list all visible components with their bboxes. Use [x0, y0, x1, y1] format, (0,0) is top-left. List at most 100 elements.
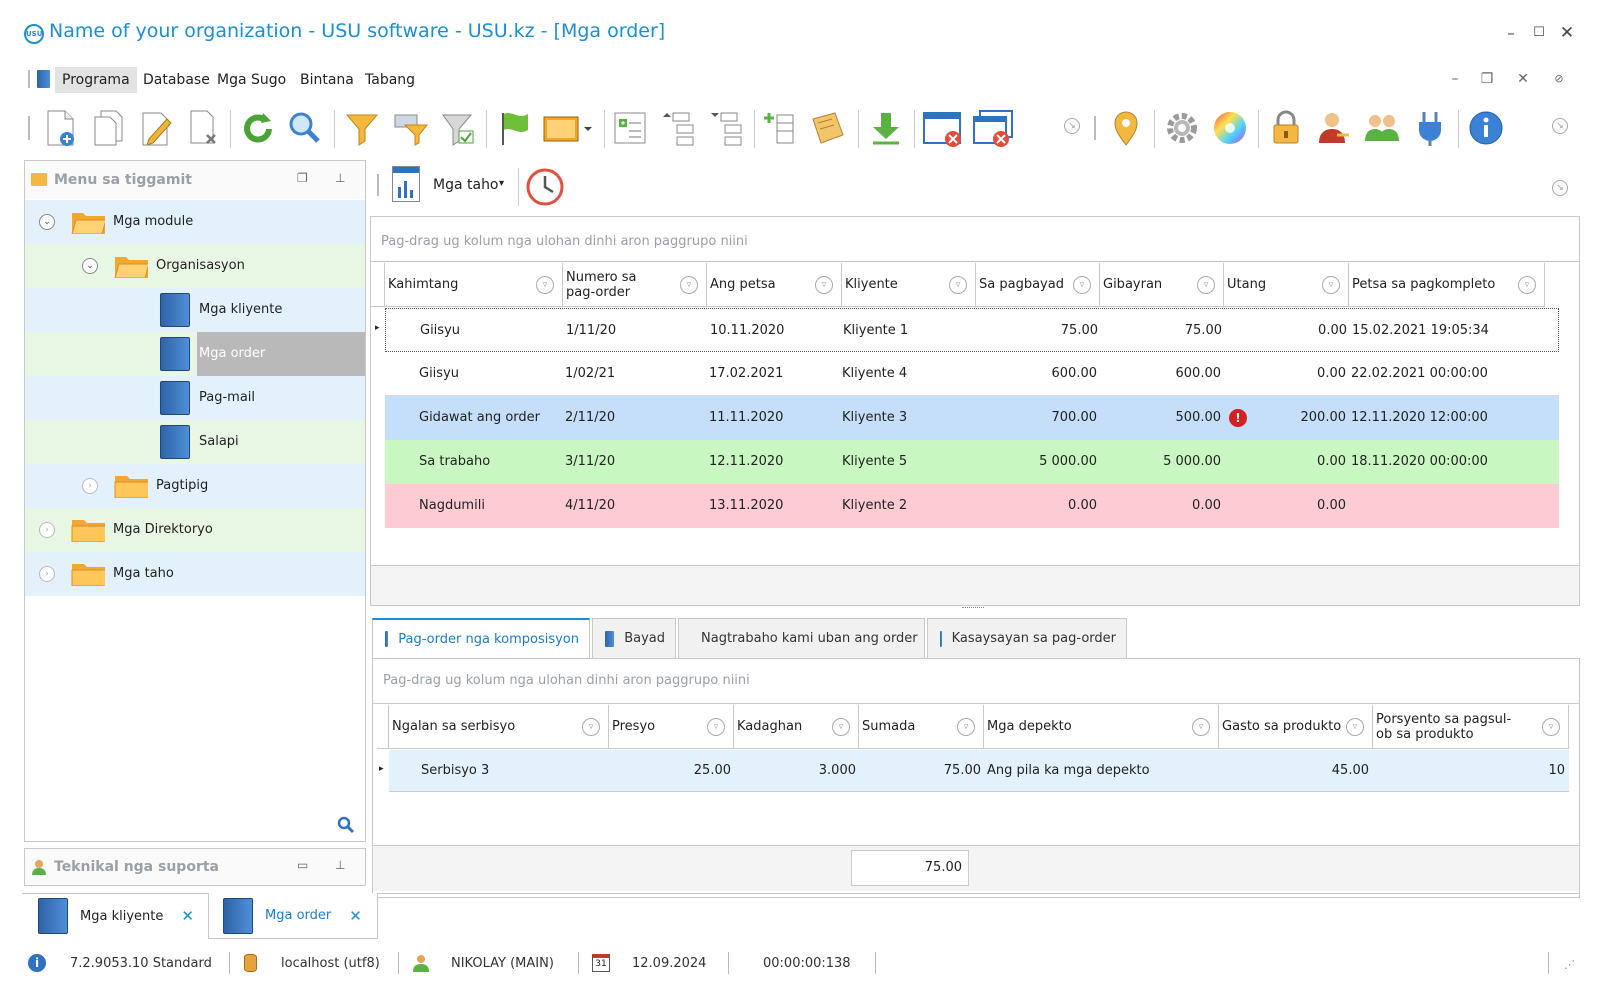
tree-item-mga-kliyente[interactable]: Mga kliyente: [25, 288, 365, 332]
expand-toggle-icon[interactable]: ›: [39, 522, 55, 538]
menu-programa[interactable]: Programa: [55, 67, 137, 93]
column-header-depekto[interactable]: Mga depekto ▿: [984, 705, 1219, 749]
user-key-icon[interactable]: [1314, 108, 1354, 148]
location-pin-icon[interactable]: [1106, 108, 1146, 148]
tree-item-mga-taho[interactable]: › Mga taho: [25, 552, 365, 596]
column-header-ngalan[interactable]: Ngalan sa serbisyo ▿: [389, 705, 609, 749]
tree-item-mga-module[interactable]: ⌄ Mga module: [25, 200, 365, 244]
column-header-gasto[interactable]: Gasto sa produkto ▿: [1219, 705, 1373, 749]
column-header-kliyente[interactable]: Kliyente ▿: [842, 263, 976, 307]
expand-toggle-icon[interactable]: ›: [82, 478, 98, 494]
column-filter-icon[interactable]: ▿: [815, 276, 833, 294]
column-filter-icon[interactable]: ▿: [1073, 276, 1091, 294]
tree-item-organisasyon[interactable]: ⌄ Organisasyon: [25, 244, 365, 288]
flag-icon[interactable]: [494, 108, 534, 148]
info-icon[interactable]: [1466, 108, 1506, 148]
chevron-down-icon[interactable]: ▾: [499, 178, 505, 189]
table-row[interactable]: Gidawat ang order 2/11/20 11.11.2020 Kli…: [385, 396, 1559, 440]
color-wheel-icon[interactable]: [1210, 108, 1250, 148]
column-header-sa-pagbayad[interactable]: Sa pagbayad ▿: [976, 263, 1100, 307]
close-all-windows-icon[interactable]: [970, 108, 1016, 148]
technical-support-panel[interactable]: Teknikal nga suporta ▭ ⊥: [24, 848, 366, 886]
table-row[interactable]: Giisyu 1/02/21 17.02.2021 Kliyente 4 600…: [385, 352, 1559, 396]
search-icon[interactable]: [285, 108, 325, 148]
doc-tab-close-icon[interactable]: ✕: [349, 906, 362, 925]
image-dropdown-icon[interactable]: [540, 108, 596, 148]
column-filter-icon[interactable]: ▿: [949, 276, 967, 294]
tab-pag-order-komposisyon[interactable]: Pag-order nga komposisyon: [372, 618, 590, 658]
column-header-utang[interactable]: Utang ▿: [1224, 263, 1349, 307]
column-filter-icon[interactable]: ▿: [957, 718, 975, 736]
resize-grip-icon[interactable]: ⋰: [1564, 958, 1575, 971]
table-row[interactable]: Sa trabaho 3/11/20 12.11.2020 Kliyente 5…: [385, 440, 1559, 484]
panel-maximize-icon[interactable]: ▭: [297, 858, 309, 872]
add-record-icon[interactable]: [40, 108, 80, 148]
mdi-close-button[interactable]: ✕: [1517, 71, 1529, 87]
menu-mga-sugo[interactable]: Mga Sugo: [217, 72, 287, 88]
column-filter-icon[interactable]: ▿: [582, 718, 600, 736]
copy-record-icon[interactable]: [88, 108, 128, 148]
panel-pin-icon[interactable]: ⊥: [335, 858, 346, 872]
toolbar-overflow-icon[interactable]: ↘: [1064, 118, 1080, 134]
tab-bayad[interactable]: Bayad: [592, 618, 676, 658]
lock-icon[interactable]: [1266, 108, 1306, 148]
table-row[interactable]: Giisyu 1/11/20 10.11.2020 Kliyente 1 75.…: [385, 308, 1559, 352]
column-header-porsyento[interactable]: Porsyento sa pagsul-ob sa produkto ▿: [1373, 705, 1569, 749]
menu-database[interactable]: Database: [143, 72, 210, 88]
filter-icon[interactable]: [342, 108, 382, 148]
menu-tabang[interactable]: Tabang: [365, 72, 416, 88]
delete-record-icon[interactable]: [184, 108, 224, 148]
close-window-icon[interactable]: [920, 108, 966, 148]
toolbar-overflow-icon[interactable]: ↘: [1552, 118, 1568, 134]
column-filter-icon[interactable]: ▿: [832, 718, 850, 736]
download-icon[interactable]: [866, 108, 906, 148]
expand-group-icon[interactable]: [610, 108, 650, 148]
column-filter-icon[interactable]: ▿: [1192, 718, 1210, 736]
column-filter-icon[interactable]: ▿: [1542, 718, 1560, 736]
users-group-icon[interactable]: [1362, 108, 1402, 148]
doc-tab-mga-order[interactable]: Mga order ✕: [208, 893, 378, 939]
column-filter-icon[interactable]: ▿: [1346, 718, 1364, 736]
column-header-sumada[interactable]: Sumada ▿: [859, 705, 984, 749]
panel-float-icon[interactable]: ❐: [297, 171, 308, 185]
column-filter-icon[interactable]: ▿: [536, 276, 554, 294]
edit-record-icon[interactable]: [136, 108, 176, 148]
maximize-button[interactable]: ☐: [1533, 25, 1545, 40]
add-column-icon[interactable]: [760, 108, 800, 148]
menu-overflow-icon[interactable]: ⊘: [1554, 72, 1564, 85]
search-icon[interactable]: [337, 816, 355, 834]
table-row[interactable]: Nagdumili 4/11/20 13.11.2020 Kliyente 2 …: [385, 484, 1559, 528]
table-row[interactable]: Serbisyo 3 25.00 3.000 75.00 Ang pila ka…: [389, 750, 1569, 792]
timer-clock-icon[interactable]: [526, 168, 564, 206]
tree-item-salapi[interactable]: Salapi: [25, 420, 365, 464]
report-icon[interactable]: [392, 166, 420, 202]
column-filter-icon[interactable]: ▿: [1518, 276, 1536, 294]
close-button[interactable]: ✕: [1559, 23, 1575, 43]
column-header-petsa-pagkompleto[interactable]: Petsa sa pagkompleto ▿: [1349, 263, 1545, 307]
tree-collapse-icon[interactable]: [706, 108, 746, 148]
filter-apply-icon[interactable]: [438, 108, 478, 148]
column-filter-icon[interactable]: ▿: [680, 276, 698, 294]
mdi-restore-button[interactable]: ❐: [1480, 71, 1494, 87]
tree-expand-icon[interactable]: [658, 108, 698, 148]
expand-toggle-icon[interactable]: ›: [39, 566, 55, 582]
notes-icon[interactable]: [808, 108, 848, 148]
collapse-toggle-icon[interactable]: ⌄: [82, 258, 98, 274]
tree-item-mga-direktoryo[interactable]: › Mga Direktoryo: [25, 508, 365, 552]
filter-settings-icon[interactable]: [390, 108, 430, 148]
refresh-icon[interactable]: [238, 108, 278, 148]
column-filter-icon[interactable]: ▿: [707, 718, 725, 736]
column-filter-icon[interactable]: ▿: [1197, 276, 1215, 294]
tab-nagtrabaho[interactable]: Nagtrabaho kami uban ang order: [678, 618, 925, 658]
plugin-icon[interactable]: [1410, 108, 1450, 148]
column-header-numero[interactable]: Numero sa pag-order ▿: [563, 263, 707, 307]
reports-dropdown-button[interactable]: Mga taho: [433, 177, 499, 193]
splitter-handle[interactable]: [962, 607, 984, 609]
column-header-kahimtang[interactable]: Kahimtang ▿: [385, 263, 563, 307]
panel-pin-icon[interactable]: ⊥: [335, 171, 346, 185]
column-header-presyo[interactable]: Presyo ▿: [609, 705, 734, 749]
column-header-petsa[interactable]: Ang petsa ▿: [707, 263, 842, 307]
minimize-button[interactable]: –: [1507, 24, 1515, 42]
mdi-minimize-button[interactable]: –: [1451, 71, 1459, 87]
column-header-kadaghan[interactable]: Kadaghan ▿: [734, 705, 859, 749]
